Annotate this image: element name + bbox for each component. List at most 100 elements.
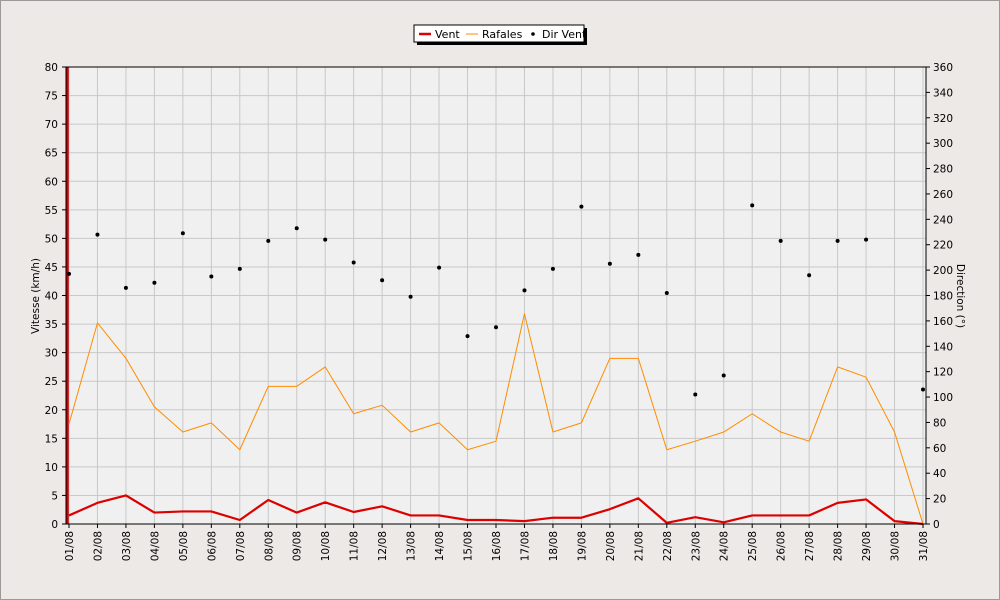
x-tick-label: 04/08 (149, 531, 161, 561)
x-tick-label: 14/08 (434, 531, 446, 561)
x-tick-label: 10/08 (320, 531, 332, 561)
data-point-dir-vent (351, 260, 356, 265)
data-point-dir-vent (152, 280, 157, 285)
data-point-dir-vent (266, 238, 271, 243)
right-tick-label: 160 (933, 316, 953, 328)
data-point-dir-vent (494, 325, 498, 330)
left-tick-label: 55 (45, 205, 58, 217)
left-tick-label: 75 (45, 91, 58, 103)
data-point-dir-vent (607, 261, 612, 266)
x-tick-label: 29/08 (861, 531, 873, 561)
data-point-dir-vent (664, 290, 669, 295)
left-tick-label: 5 (51, 490, 58, 502)
right-tick-label: 260 (933, 189, 953, 201)
data-point-dir-vent (437, 265, 442, 270)
x-tick-label: 20/08 (605, 531, 617, 561)
legend-label-vent: Vent (435, 28, 460, 41)
right-tick-label: 360 (933, 62, 953, 74)
data-point-dir-vent (465, 334, 470, 339)
left-tick-label: 70 (45, 119, 58, 131)
right-tick-label: 320 (933, 113, 953, 125)
left-axis-ticks: 0 5 10 15 20 25 30 35 40 45 50 55 60 65 70 75 80 (45, 62, 66, 531)
data-point-dir-vent (123, 285, 128, 290)
x-tick-label: 27/08 (804, 531, 816, 561)
grid-lines (66, 66, 926, 525)
right-tick-label: 180 (933, 291, 953, 303)
data-point-dir-vent (550, 266, 555, 271)
left-tick-label: 80 (45, 62, 58, 74)
legend-item-dir-vent: Dir Vent (531, 28, 587, 41)
x-tick-label: 31/08 (918, 531, 930, 561)
data-point-dir-vent (380, 278, 385, 283)
data-point-dir-vent (835, 238, 840, 243)
x-tick-label: 28/08 (833, 531, 845, 561)
right-tick-label: 80 (933, 417, 946, 429)
data-point-dir-vent (180, 231, 185, 236)
right-tick-label: 240 (933, 214, 953, 226)
right-tick-label: 140 (933, 341, 953, 353)
x-tick-label: 08/08 (263, 531, 275, 561)
data-point-dir-vent (67, 271, 71, 276)
left-tick-label: 20 (45, 405, 58, 417)
right-tick-label: 40 (933, 468, 946, 480)
x-tick-label: 22/08 (662, 531, 674, 561)
data-point-dir-vent (579, 204, 584, 209)
right-tick-label: 280 (933, 164, 953, 176)
data-point-dir-vent (921, 387, 925, 392)
x-tick-label: 05/08 (178, 531, 190, 561)
x-tick-label: 17/08 (519, 531, 531, 561)
left-axis-label: Vitesse (km/h) (30, 258, 42, 334)
left-tick-label: 45 (45, 262, 58, 274)
x-tick-label: 30/08 (890, 531, 902, 561)
left-tick-label: 30 (45, 348, 58, 360)
right-axis-label: Direction (°) (954, 264, 966, 328)
left-tick-label: 60 (45, 176, 58, 188)
right-tick-label: 60 (933, 443, 946, 455)
x-tick-label: 09/08 (292, 531, 304, 561)
data-point-dir-vent (636, 252, 641, 257)
right-axis-ticks: 0 20 40 60 80 100 120 140 160 180 200 220 240 260 280 3… (926, 62, 953, 531)
data-point-dir-vent (750, 203, 755, 208)
data-point-dir-vent (209, 274, 214, 279)
x-tick-label: 02/08 (92, 531, 104, 561)
data-point-dir-vent (807, 273, 812, 278)
x-tick-label: 07/08 (235, 531, 247, 561)
legend-item-rafales: Rafales (466, 28, 523, 41)
x-tick-label: 12/08 (377, 531, 389, 561)
x-tick-label: 21/08 (633, 531, 645, 561)
right-tick-label: 0 (933, 519, 940, 531)
left-tick-label: 40 (45, 291, 58, 303)
left-tick-label: 10 (45, 462, 58, 474)
legend-item-vent: Vent (419, 28, 460, 41)
legend-label-rafales: Rafales (482, 28, 523, 41)
data-point-dir-vent (693, 392, 698, 397)
x-tick-label: 16/08 (491, 531, 503, 561)
x-tick-label: 23/08 (690, 531, 702, 561)
right-tick-label: 100 (933, 392, 953, 404)
right-tick-label: 220 (933, 240, 953, 252)
x-tick-label: 01/08 (64, 531, 76, 561)
data-point-dir-vent (778, 238, 783, 243)
left-tick-label: 0 (51, 519, 58, 531)
left-tick-label: 65 (45, 148, 58, 160)
x-tick-label: 24/08 (719, 531, 731, 561)
left-tick-label: 15 (45, 433, 58, 445)
legend-label-dir-vent: Dir Vent (542, 28, 587, 41)
data-point-dir-vent (95, 232, 100, 237)
left-tick-label: 25 (45, 376, 58, 388)
data-point-dir-vent (522, 288, 527, 293)
right-tick-label: 200 (933, 265, 953, 277)
data-point-dir-vent (721, 373, 726, 378)
x-tick-label: 03/08 (121, 531, 133, 561)
x-tick-label: 25/08 (747, 531, 759, 561)
data-point-dir-vent (294, 226, 299, 231)
left-tick-label: 35 (45, 319, 58, 331)
x-tick-label: 11/08 (349, 531, 361, 561)
right-tick-label: 300 (933, 138, 953, 150)
right-tick-label: 20 (933, 494, 946, 506)
data-point-dir-vent (864, 237, 869, 242)
x-tick-label: 06/08 (206, 531, 218, 561)
data-point-dir-vent (408, 294, 413, 299)
x-tick-label: 19/08 (576, 531, 588, 561)
